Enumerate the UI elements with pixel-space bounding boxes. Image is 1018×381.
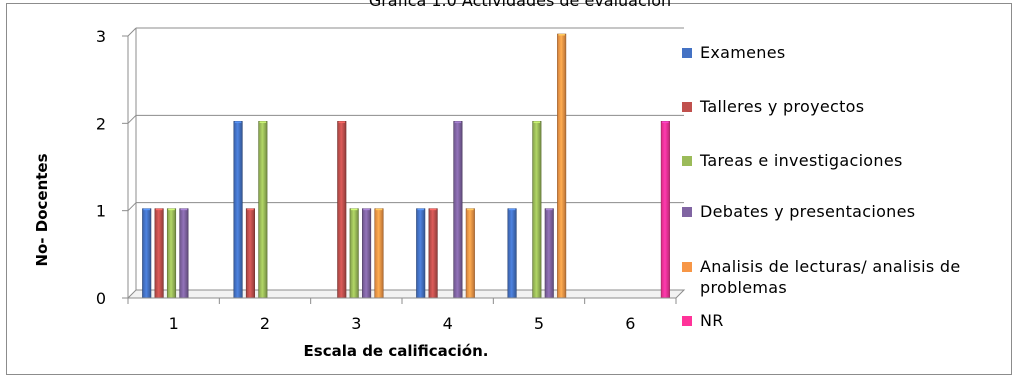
legend-swatch <box>682 262 692 272</box>
bar-tareas-e-investigaciones-2 <box>258 121 268 299</box>
bar-analisis-de-lecturas-analisis-de-problemas-4 <box>465 208 475 299</box>
bar-debates-y-presentaciones-5 <box>544 208 554 299</box>
bar-top-highlight <box>180 208 188 211</box>
legend-label: Tareas e investigaciones <box>700 151 903 170</box>
bar-top-highlight <box>417 208 424 211</box>
legend-label: NR <box>700 311 724 330</box>
gridline-depth <box>127 27 137 37</box>
bar-top-highlight <box>429 208 437 211</box>
legend-swatch <box>682 48 692 58</box>
x-tick-label: 6 <box>625 314 635 333</box>
bars <box>142 33 670 299</box>
gridline-depth <box>127 202 137 212</box>
chart-floor <box>126 289 686 299</box>
legend-label: Debates y presentaciones <box>700 202 916 221</box>
bar-examenes-4 <box>416 208 426 299</box>
y-tick-label: 2 <box>96 114 106 133</box>
legend-item: Debates y presentaciones <box>682 201 990 222</box>
bar-talleres-y-proyectos-1 <box>154 208 164 299</box>
bar-debates-y-presentaciones-1 <box>179 208 189 299</box>
bar-top-highlight <box>259 121 267 123</box>
bar-top-highlight <box>662 121 669 123</box>
y-tick-label: 3 <box>96 27 106 46</box>
legend-item: NR <box>682 310 990 331</box>
bar-debates-y-presentaciones-4 <box>453 121 463 299</box>
bar-top-highlight <box>143 208 150 211</box>
bar-top-highlight <box>454 121 462 123</box>
x-tick-label: 3 <box>351 314 361 333</box>
bar-talleres-y-proyectos-3 <box>337 121 347 299</box>
x-tick-label: 2 <box>260 314 270 333</box>
y-tick-label: 0 <box>96 289 106 308</box>
legend-item: Tareas e investigaciones <box>682 150 990 171</box>
bar-examenes-2 <box>233 121 243 299</box>
bar-analisis-de-lecturas-analisis-de-problemas-5 <box>557 33 567 299</box>
bar-top-highlight <box>533 121 541 123</box>
bar-tareas-e-investigaciones-3 <box>349 208 359 299</box>
bar-nr-6 <box>660 121 670 299</box>
bar-top-highlight <box>467 208 474 211</box>
bar-top-highlight <box>234 121 242 123</box>
axes: 0 1 2 3 1 2 3 4 5 6 <box>96 27 677 333</box>
bar-top-highlight <box>247 208 254 211</box>
legend-item: Analisis de lecturas/ analisis de proble… <box>682 256 990 298</box>
bar-examenes-1 <box>142 208 152 299</box>
legend-item: Examenes <box>682 42 990 63</box>
x-tick-label: 5 <box>534 314 544 333</box>
x-axis-title: Escala de calificación. <box>304 342 489 360</box>
bar-top-highlight <box>508 208 516 211</box>
legend-item: Talleres y proyectos <box>682 96 990 117</box>
bar-tareas-e-investigaciones-5 <box>532 121 542 299</box>
bar-top-highlight <box>558 34 565 36</box>
bar-top-highlight <box>363 208 370 211</box>
bar-top-highlight <box>350 208 358 211</box>
chart-title: Grafica 1.0 Actividades de evaluación <box>369 0 671 10</box>
legend-label: Analisis de lecturas/ analisis de proble… <box>700 257 961 297</box>
chart-frame <box>6 3 1012 375</box>
bar-top-highlight <box>338 121 346 123</box>
y-axis-title: No- Docentes <box>33 153 51 266</box>
x-tick-label: 1 <box>169 314 179 333</box>
bar-talleres-y-proyectos-2 <box>245 208 255 299</box>
gridlines <box>126 27 686 299</box>
bar-top-highlight <box>546 208 553 211</box>
gridline-depth <box>127 114 137 124</box>
bar-top-highlight <box>168 208 175 211</box>
legend-swatch <box>682 102 692 112</box>
bar-tareas-e-investigaciones-1 <box>166 208 177 299</box>
y-tick-label: 1 <box>96 202 106 221</box>
x-tick-label: 4 <box>443 314 453 333</box>
bar-examenes-5 <box>507 208 517 299</box>
bar-analisis-de-lecturas-analisis-de-problemas-3 <box>374 208 384 299</box>
legend-label: Examenes <box>700 43 786 62</box>
legend-swatch <box>682 207 692 217</box>
bar-talleres-y-proyectos-4 <box>428 208 438 299</box>
bar-top-highlight <box>375 208 383 211</box>
bar-debates-y-presentaciones-3 <box>362 208 372 299</box>
legend-swatch <box>682 316 692 326</box>
legend-swatch <box>682 156 692 166</box>
bar-top-highlight <box>155 208 163 211</box>
legend-label: Talleres y proyectos <box>700 97 865 116</box>
